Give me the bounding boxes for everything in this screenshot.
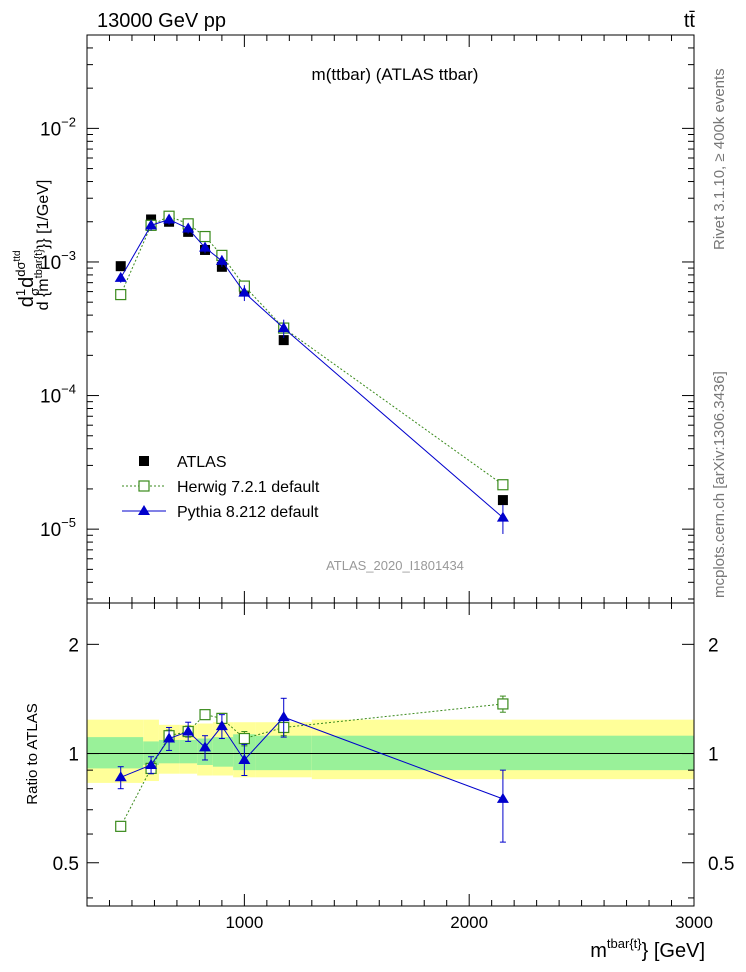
uncertainty-band-green <box>255 735 312 771</box>
uncertainty-band-green <box>87 737 144 769</box>
ratio-point-herwig <box>115 820 127 832</box>
y-tick-label: 10−4 <box>40 382 76 408</box>
data-point-atlas <box>278 335 289 346</box>
beam-label: 13000 GeV pp <box>97 10 226 32</box>
ratio-point-herwig <box>497 698 509 710</box>
svg-text:d1σddσttdd {mtbar{t}}} [1/GeV]: d1σddσttdd {mtbar{t}}} [1/GeV] <box>12 180 52 311</box>
data-point-pythia <box>182 222 195 233</box>
data-point-herwig <box>497 479 509 491</box>
data-point-pythia <box>238 286 251 297</box>
series-line-2 <box>120 218 504 518</box>
ratio-frame <box>86 602 695 907</box>
legend-entry-atlas: ATLAS <box>139 454 227 471</box>
ratio-y-tick-label-right: 2 <box>708 635 719 656</box>
data-point-pythia <box>145 219 158 230</box>
main-data-layer <box>114 210 509 534</box>
ratio-point-pythia <box>182 725 195 736</box>
data-point-herwig <box>115 288 127 301</box>
legend-entry-pythia: Pythia 8.212 default <box>122 504 319 521</box>
main-panel: 10−510−410−310−2 m(ttbar) (ATLAS ttbar) … <box>12 34 695 604</box>
data-point-pythia <box>496 511 509 522</box>
y-axis-label: d1σddσttdd {mtbar{t}}} [1/GeV] <box>12 180 52 311</box>
legend-atlas-marker <box>139 456 149 466</box>
series-line-1 <box>120 215 504 486</box>
legend-pythia-label: Pythia 8.212 default <box>177 504 319 521</box>
ratio-point-pythia <box>145 758 158 769</box>
ratio-point-pythia <box>114 771 127 782</box>
legend-herwig-marker <box>138 480 150 492</box>
ratio-point-pythia <box>238 753 251 764</box>
ratio-point-pythia <box>496 792 509 803</box>
analysis-watermark: ATLAS_2020_I1801434 <box>326 558 464 573</box>
y-tick-label: 10−5 <box>40 515 76 541</box>
legend-pythia-marker <box>138 505 150 515</box>
ratio-point-herwig <box>238 732 250 745</box>
data-point-pythia <box>277 322 290 333</box>
legend-entry-herwig: Herwig 7.2.1 default <box>122 479 320 496</box>
uncertainty-band-green <box>179 739 198 764</box>
ratio-y-tick-label-right: 0.5 <box>708 854 734 875</box>
ratio-point-pythia <box>199 741 212 752</box>
x-axis-label: mtbar{t}} [GeV] <box>590 936 705 962</box>
ratio-panel: 1000 2000 3000 0.5 0.5 1 1 2 2 Ratio to ATLAS <box>24 602 734 932</box>
ratio-data-layer <box>87 695 694 843</box>
data-point-pythia <box>163 213 176 224</box>
ratio-point-pythia <box>215 720 228 731</box>
data-point-herwig <box>199 230 211 243</box>
ratio-point-pythia <box>277 711 290 722</box>
ratio-y-tick-label-left: 2 <box>68 635 79 656</box>
legend-herwig-label: Herwig 7.2.1 default <box>177 479 320 496</box>
legend-atlas-label: ATLAS <box>177 454 227 471</box>
plot-title: m(ttbar) (ATLAS ttbar) <box>312 65 479 84</box>
x-tick-label: 3000 <box>675 913 713 932</box>
y-tick-label: 10−2 <box>40 114 76 140</box>
legend: ATLAS Herwig 7.2.1 default Pythia 8.212 … <box>122 454 320 521</box>
ratio-axes: 1000 2000 3000 0.5 0.5 1 1 2 2 <box>53 603 734 932</box>
process-label: tt̄ <box>684 10 696 32</box>
ratio-y-tick-label-left: 1 <box>68 745 79 766</box>
y-tick-label: 10−3 <box>40 248 76 274</box>
data-point-pythia <box>114 271 127 282</box>
ratio-point-herwig <box>199 709 211 721</box>
x-tick-label: 2000 <box>450 913 488 932</box>
data-point-atlas <box>497 495 508 506</box>
ratio-point-pythia <box>163 732 176 743</box>
rivet-label: Rivet 3.1.10, ≥ 400k events <box>711 68 728 250</box>
ratio-y-tick-label-left: 0.5 <box>53 854 79 875</box>
ratio-y-label: Ratio to ATLAS <box>24 703 41 804</box>
x-tick-label: 1000 <box>225 913 263 932</box>
uncertainty-band-green <box>311 735 694 771</box>
ratio-y-tick-label-right: 1 <box>708 745 719 766</box>
mcplots-label: mcplots.cern.ch [arXiv:1306.3436] <box>711 371 728 598</box>
data-point-pythia <box>199 241 212 252</box>
main-axes: 10−5 10−4 10−3 10−2 <box>40 34 695 603</box>
data-point-pythia <box>215 254 228 265</box>
uncertainty-band-green <box>212 737 234 767</box>
data-point-atlas <box>115 261 126 272</box>
